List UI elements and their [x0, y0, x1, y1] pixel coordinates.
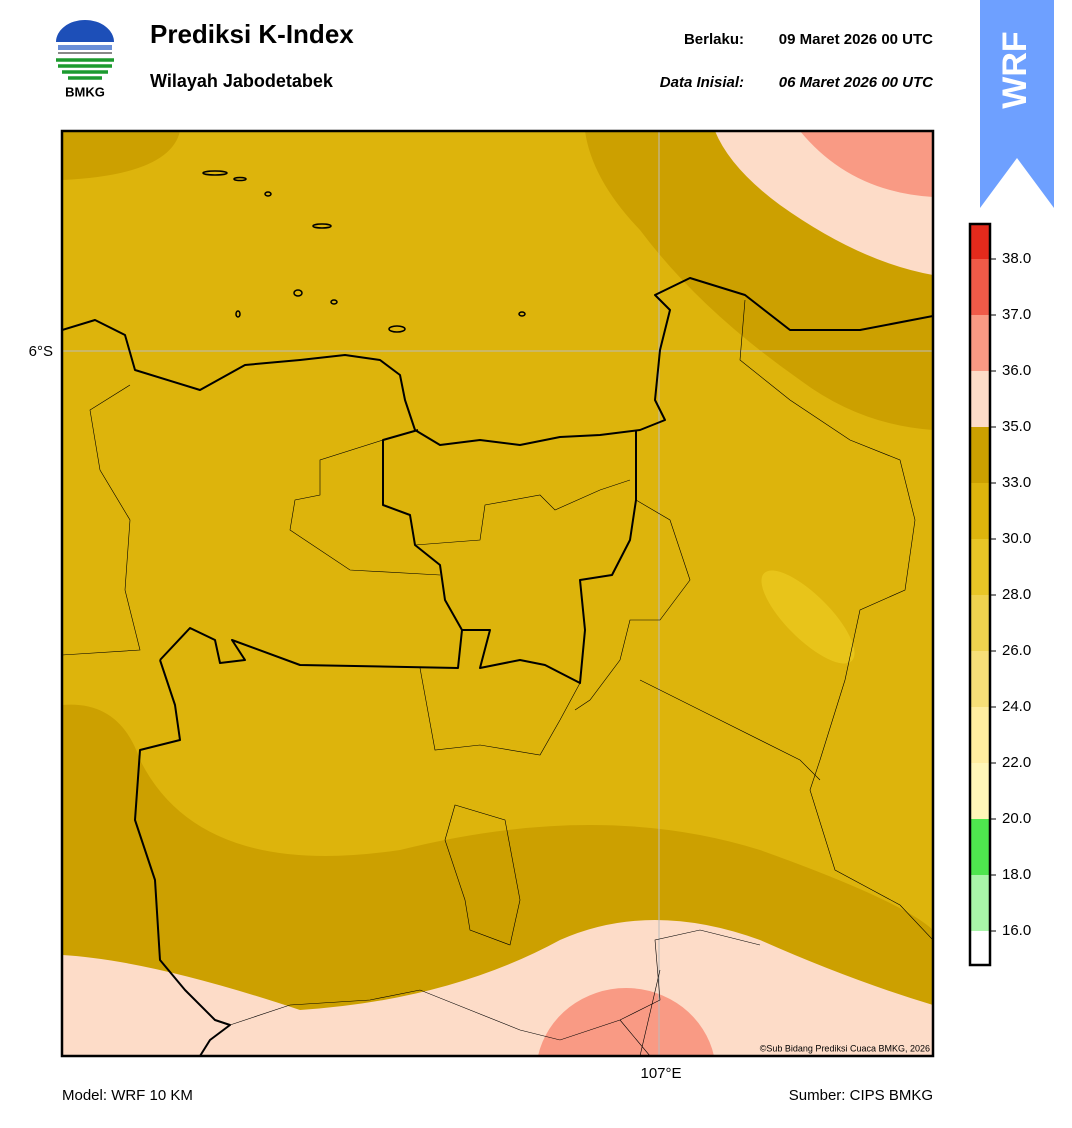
colorbar-tick-label: 33.0	[1002, 474, 1031, 491]
colorbar-tick-label: 18.0	[1002, 866, 1031, 883]
colorbar-tick-label: 30.0	[1002, 530, 1031, 547]
model-label: Model: WRF 10 KM	[62, 1087, 193, 1104]
source-label: Sumber: CIPS BMKG	[789, 1087, 933, 1104]
colorbar-tick-label: 36.0	[1002, 362, 1031, 379]
init-time: 06 Maret 2026 00 UTC	[779, 74, 934, 91]
colorbar-segment	[970, 707, 990, 763]
logo-text: BMKG	[65, 84, 105, 99]
colorbar-segment	[970, 539, 990, 595]
wrf-badge	[980, 0, 1054, 208]
colorbar-tick-label: 38.0	[1002, 250, 1031, 267]
badge-text: WRF	[996, 31, 1034, 108]
colorbar-segment	[970, 259, 990, 315]
copyright: ©Sub Bidang Prediksi Cuaca BMKG, 2026	[760, 1043, 930, 1053]
colorbar-tick-label: 37.0	[1002, 306, 1031, 323]
colorbar-segment	[970, 763, 990, 819]
colorbar-segment	[970, 371, 990, 427]
colorbar-tick-label: 24.0	[1002, 698, 1031, 715]
colorbar-segment	[970, 483, 990, 539]
colorbar-segment	[970, 819, 990, 875]
colorbar-segment	[970, 427, 990, 483]
colorbar-segment	[970, 931, 990, 965]
valid-label: Berlaku:	[684, 31, 744, 48]
colorbar-segment	[970, 315, 990, 371]
init-label: Data Inisial:	[660, 74, 744, 91]
map: ©Sub Bidang Prediksi Cuaca BMKG, 2026	[60, 129, 935, 1058]
colorbar: 16.0 18.0 20.0 22.0 24.0 26.0 28.0 30.0 33.0 35.0…	[968, 222, 1031, 967]
bmkg-logo: BMKG	[56, 20, 114, 99]
title: Prediksi K-Index	[150, 19, 354, 49]
lon-label: 107°E	[640, 1065, 681, 1082]
colorbar-tick-label: 22.0	[1002, 754, 1031, 771]
colorbar-tick-label: 26.0	[1002, 642, 1031, 659]
valid-time: 09 Maret 2026 00 UTC	[779, 31, 933, 48]
colorbar-tick-label: 35.0	[1002, 418, 1031, 435]
colorbar-tick-label: 20.0	[1002, 810, 1031, 827]
subtitle: Wilayah Jabodetabek	[150, 71, 334, 91]
colorbar-tick-label: 28.0	[1002, 586, 1031, 603]
colorbar-segment	[970, 875, 990, 931]
colorbar-segment	[970, 651, 990, 707]
colorbar-tick-label: 16.0	[1002, 922, 1031, 939]
colorbar-segment	[970, 224, 990, 259]
lat-label: 6°S	[29, 343, 53, 360]
colorbar-segment	[970, 595, 990, 651]
